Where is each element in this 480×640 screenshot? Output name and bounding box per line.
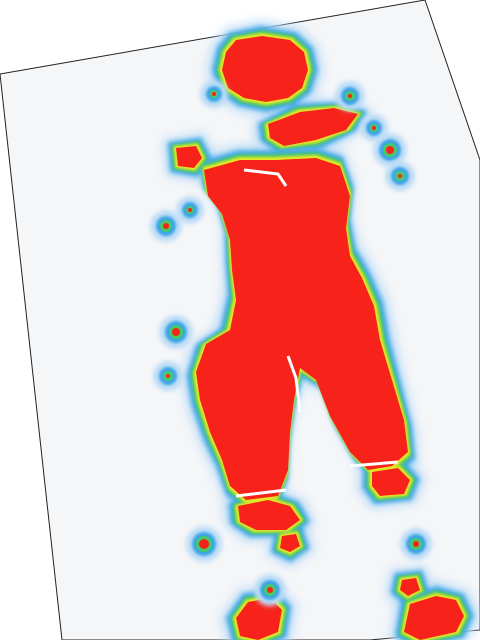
sensor-spot <box>398 174 402 178</box>
sensor-spot <box>188 208 192 212</box>
sensor-spot <box>166 374 170 378</box>
left-hand-region <box>176 146 202 168</box>
left-foot-region <box>238 500 300 530</box>
small-blob-1 <box>400 578 420 596</box>
pressure-gap <box>243 168 288 187</box>
sensor-spot <box>372 126 376 130</box>
sensor-spot <box>348 94 352 98</box>
right-foot-region <box>372 468 410 496</box>
pressure-gap <box>235 488 287 498</box>
sensor-spot <box>199 539 209 549</box>
torso-region <box>196 158 408 500</box>
small-blob-2 <box>280 534 300 552</box>
sensor-spot <box>172 328 180 336</box>
pressure-gap <box>349 460 399 468</box>
lower-left-blob <box>236 598 282 640</box>
sensor-spot <box>267 587 273 593</box>
sensor-spot <box>163 223 169 229</box>
sensor-spot <box>413 541 419 547</box>
head-region <box>222 36 308 102</box>
lower-right-blob <box>404 596 464 640</box>
sensor-spot <box>386 146 394 154</box>
sensor-spot <box>212 92 216 96</box>
pressure-gap <box>286 355 302 413</box>
shoulder-region <box>268 108 358 146</box>
